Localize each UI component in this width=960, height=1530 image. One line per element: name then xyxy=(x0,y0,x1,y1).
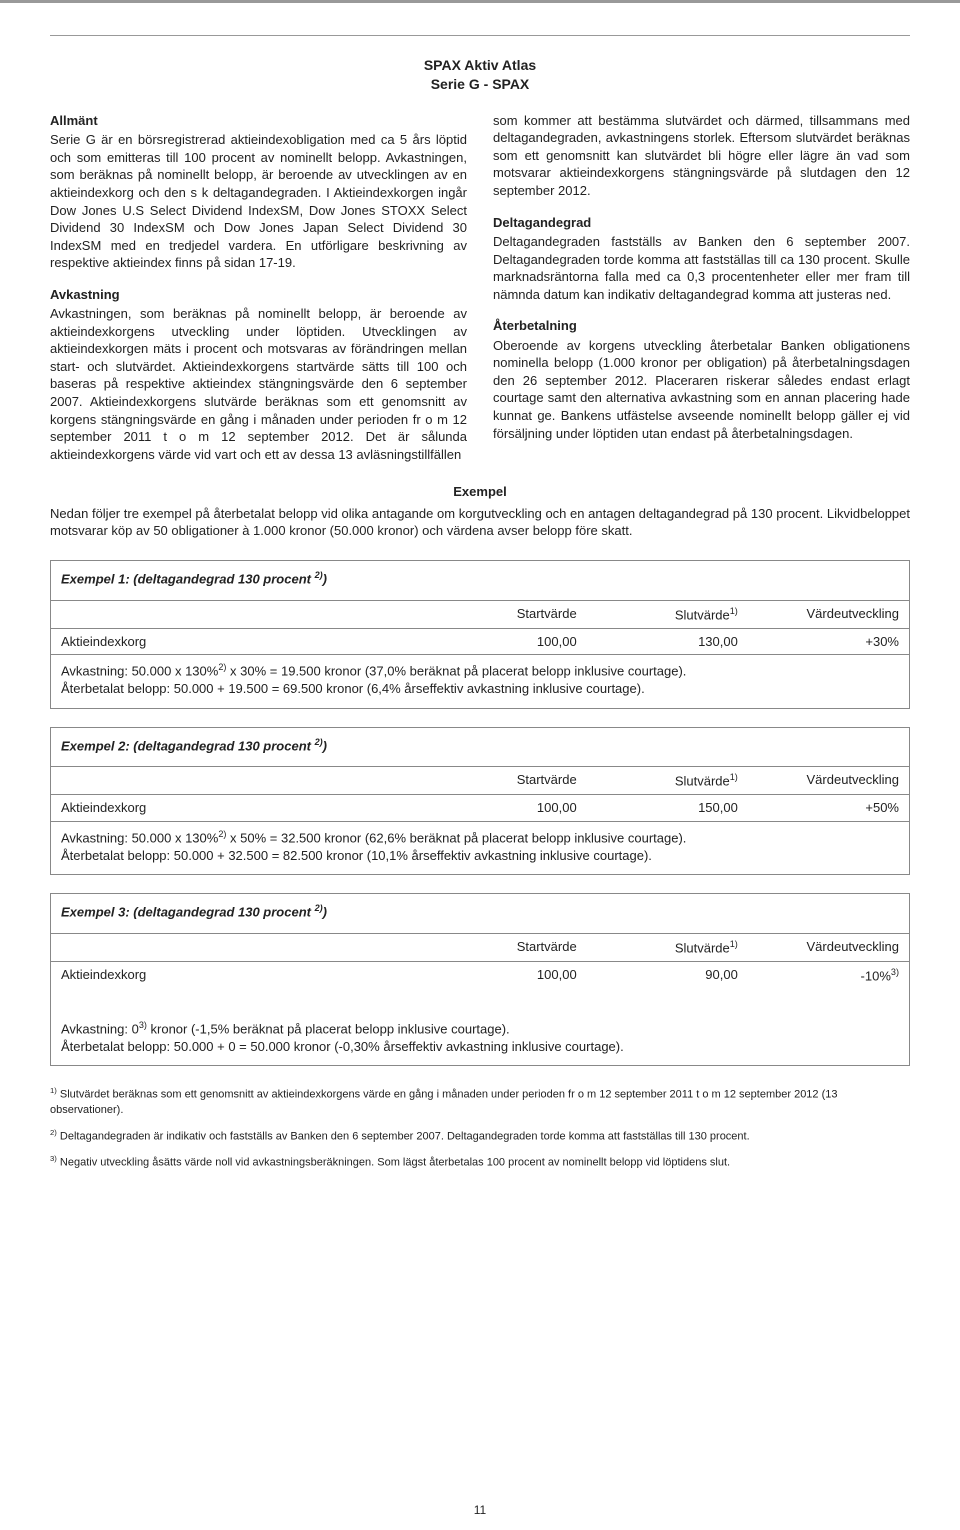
right-column: som kommer att bestämma slutvärdet och d… xyxy=(493,112,910,463)
example-1-title-end: ) xyxy=(323,571,327,586)
example-2-note1a: Avkastning: 50.000 x 130% xyxy=(61,830,218,845)
example-1-notes: Avkastning: 50.000 x 130%2) x 30% = 19.5… xyxy=(51,655,909,707)
example-2-note2: Återbetalat belopp: 50.000 + 32.500 = 82… xyxy=(61,847,899,865)
footnote-2-sup: 2) xyxy=(50,1128,57,1137)
footnote-1-text: Slutvärdet beräknas som ett genomsnitt a… xyxy=(50,1089,838,1116)
col-vardeutveckling: Värdeutveckling xyxy=(738,605,899,624)
page-number: 11 xyxy=(0,1502,960,1518)
col-slutvarde: Slutvärde1) xyxy=(577,605,738,624)
example-1-note2: Återbetalat belopp: 50.000 + 19.500 = 69… xyxy=(61,680,899,698)
col-slutvarde-label: Slutvärde xyxy=(675,607,730,622)
col-slutvarde-2-label: Slutvärde xyxy=(675,774,730,789)
footnote-2: 2) Deltagandegraden är indikativ och fas… xyxy=(50,1128,910,1145)
example-2-vard: +50% xyxy=(738,799,899,817)
example-2-title-end: ) xyxy=(323,738,327,753)
heading-avkastning: Avkastning xyxy=(50,286,467,304)
footnote-3-sup: 3) xyxy=(50,1154,57,1163)
col-vardeutveckling-2: Värdeutveckling xyxy=(738,771,899,790)
heading-allmant: Allmänt xyxy=(50,112,467,130)
example-1-note1b: x 30% = 19.500 kronor (37,0% beräknat på… xyxy=(226,663,686,678)
example-1-vard: +30% xyxy=(738,633,899,651)
example-2-header: Exempel 2: (deltagandegrad 130 procent 2… xyxy=(51,728,909,768)
example-3-row: Aktieindexkorg 100,00 90,00 -10%3) xyxy=(51,962,909,989)
para-aterbetalning: Oberoende av korgens utveckling återbeta… xyxy=(493,337,910,442)
footnote-3-text: Negativ utveckling åsätts värde noll vid… xyxy=(60,1157,730,1169)
example-3-table-header: Startvärde Slutvärde1) Värdeutveckling xyxy=(51,934,909,962)
example-3-title: Exempel 3: (deltagandegrad 130 procent xyxy=(61,905,315,920)
example-3-slut: 90,00 xyxy=(577,966,738,985)
example-3-note2: Återbetalat belopp: 50.000 + 0 = 50.000 … xyxy=(61,1038,899,1056)
footnote-3: 3) Negativ utveckling åsätts värde noll … xyxy=(50,1154,910,1171)
example-1-note1a: Avkastning: 50.000 x 130% xyxy=(61,663,218,678)
example-2-note1b: x 50% = 32.500 kronor (62,6% beräknat på… xyxy=(226,830,686,845)
footnote-1-sup: 1) xyxy=(50,1086,57,1095)
left-column: Allmänt Serie G är en börsregistrerad ak… xyxy=(50,112,467,463)
example-1-table-header: Startvärde Slutvärde1) Värdeutveckling xyxy=(51,601,909,629)
col-slutvarde-3: Slutvärde1) xyxy=(577,938,738,957)
example-2-row: Aktieindexkorg 100,00 150,00 +50% xyxy=(51,795,909,822)
para-exempel-intro: Nedan följer tre exempel på återbetalat … xyxy=(50,505,910,540)
doc-subtitle: Serie G - SPAX xyxy=(50,75,910,94)
two-column-body: Allmänt Serie G är en börsregistrerad ak… xyxy=(50,112,910,463)
example-2-rowlabel: Aktieindexkorg xyxy=(61,799,416,817)
example-3-title-sup: 2) xyxy=(315,903,323,913)
example-3-vard: -10%3) xyxy=(738,966,899,985)
col-blank-2 xyxy=(61,771,416,790)
para-deltagandegrad: Deltagandegraden fastställs av Banken de… xyxy=(493,233,910,303)
col-slutvarde-2: Slutvärde1) xyxy=(577,771,738,790)
example-1-box: Exempel 1: (deltagandegrad 130 procent 2… xyxy=(50,560,910,709)
col-startvarde-2: Startvärde xyxy=(416,771,577,790)
col-slutvarde-3-label: Slutvärde xyxy=(675,940,730,955)
example-3-title-end: ) xyxy=(323,905,327,920)
example-1-slut: 130,00 xyxy=(577,633,738,651)
example-2-start: 100,00 xyxy=(416,799,577,817)
col-startvarde: Startvärde xyxy=(416,605,577,624)
footnote-2-text: Deltagandegraden är indikativ och fastst… xyxy=(60,1130,750,1142)
example-3-note1-sup: 3) xyxy=(139,1020,147,1030)
example-2-notes: Avkastning: 50.000 x 130%2) x 50% = 32.5… xyxy=(51,822,909,874)
example-3-start: 100,00 xyxy=(416,966,577,985)
col-blank xyxy=(61,605,416,624)
example-3-vard-sup: 3) xyxy=(891,967,899,977)
example-2-note1: Avkastning: 50.000 x 130%2) x 50% = 32.5… xyxy=(61,828,899,847)
example-3-note1b: kronor (-1,5% beräknat på placerat belop… xyxy=(147,1021,510,1036)
doc-title: SPAX Aktiv Atlas xyxy=(50,56,910,75)
footnote-1: 1) Slutvärdet beräknas som ett genomsnit… xyxy=(50,1086,910,1117)
col-slutvarde-2-sup: 1) xyxy=(730,772,738,782)
footnotes: 1) Slutvärdet beräknas som ett genomsnit… xyxy=(50,1086,910,1170)
para-slutvarde: som kommer att bestämma slutvärdet och d… xyxy=(493,112,910,200)
example-3-header: Exempel 3: (deltagandegrad 130 procent 2… xyxy=(51,894,909,934)
example-1-rowlabel: Aktieindexkorg xyxy=(61,633,416,651)
heading-aterbetalning: Återbetalning xyxy=(493,317,910,335)
example-2-box: Exempel 2: (deltagandegrad 130 procent 2… xyxy=(50,727,910,876)
divider-top xyxy=(50,35,910,36)
page-container: SPAX Aktiv Atlas Serie G - SPAX Allmänt … xyxy=(0,0,960,1530)
example-3-notes: Avkastning: 03) kronor (-1,5% beräknat p… xyxy=(51,989,909,1065)
example-1-title: Exempel 1: (deltagandegrad 130 procent xyxy=(61,571,315,586)
example-3-vard-val: -10% xyxy=(861,968,891,983)
example-2-title: Exempel 2: (deltagandegrad 130 procent xyxy=(61,738,315,753)
example-3-rowlabel: Aktieindexkorg xyxy=(61,966,416,985)
para-allmant: Serie G är en börsregistrerad aktieindex… xyxy=(50,131,467,271)
col-vardeutveckling-3: Värdeutveckling xyxy=(738,938,899,957)
example-2-slut: 150,00 xyxy=(577,799,738,817)
col-blank-3 xyxy=(61,938,416,957)
heading-deltagandegrad: Deltagandegrad xyxy=(493,214,910,232)
title-block: SPAX Aktiv Atlas Serie G - SPAX xyxy=(50,56,910,94)
example-2-title-sup: 2) xyxy=(315,737,323,747)
col-startvarde-3: Startvärde xyxy=(416,938,577,957)
example-3-note1a: Avkastning: 0 xyxy=(61,1021,139,1036)
example-1-note1: Avkastning: 50.000 x 130%2) x 30% = 19.5… xyxy=(61,661,899,680)
para-avkastning: Avkastningen, som beräknas på nominellt … xyxy=(50,305,467,463)
col-slutvarde-sup: 1) xyxy=(730,606,738,616)
example-1-row: Aktieindexkorg 100,00 130,00 +30% xyxy=(51,629,909,656)
example-1-start: 100,00 xyxy=(416,633,577,651)
example-1-title-sup: 2) xyxy=(315,570,323,580)
example-3-box: Exempel 3: (deltagandegrad 130 procent 2… xyxy=(50,893,910,1066)
heading-exempel: Exempel xyxy=(50,483,910,501)
example-3-note1: Avkastning: 03) kronor (-1,5% beräknat p… xyxy=(61,1019,899,1038)
col-slutvarde-3-sup: 1) xyxy=(730,939,738,949)
example-1-header: Exempel 1: (deltagandegrad 130 procent 2… xyxy=(51,561,909,601)
example-2-table-header: Startvärde Slutvärde1) Värdeutveckling xyxy=(51,767,909,795)
